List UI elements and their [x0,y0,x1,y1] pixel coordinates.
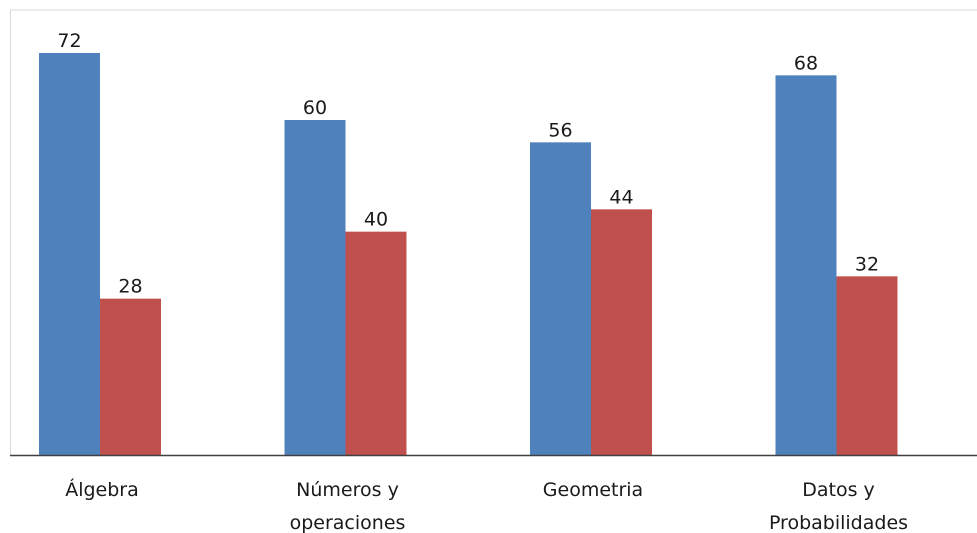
bar-series2-3 [591,209,652,455]
bars-group [39,53,898,456]
category-labels-group: Álgebra Números y operaciones Geometria Dato… [65,478,908,533]
category-label-2-line-2: operaciones [290,512,406,533]
bar-series1-3 [530,142,591,456]
data-label-series2-3: 44 [609,186,633,208]
bar-series1-4 [775,75,837,455]
category-label-3-line-1: Geometria [543,479,643,501]
plot-frame [10,9,977,455]
bar-series2-2 [345,231,407,455]
data-label-series2-1: 28 [118,276,142,298]
data-label-series2-4: 32 [855,253,879,275]
bar-series1-1 [39,53,100,455]
bar-series1-2 [284,120,346,455]
category-label-4-line-1: Datos y [802,479,875,501]
bar-series2-4 [836,276,898,455]
bar-series2-1 [100,298,161,455]
data-label-series1-4: 68 [794,52,818,74]
data-label-series2-2: 40 [364,209,388,231]
category-label-1-line-1: Álgebra [65,478,139,501]
data-label-series1-3: 56 [548,119,572,141]
category-label-4-line-2: Probabilidades [769,512,908,533]
data-label-series1-1: 72 [57,30,81,52]
category-label-2-line-1: Números y [296,479,399,501]
data-label-series1-2: 60 [303,97,327,119]
value-labels-group: 72 28 60 40 56 44 68 32 [57,30,879,298]
